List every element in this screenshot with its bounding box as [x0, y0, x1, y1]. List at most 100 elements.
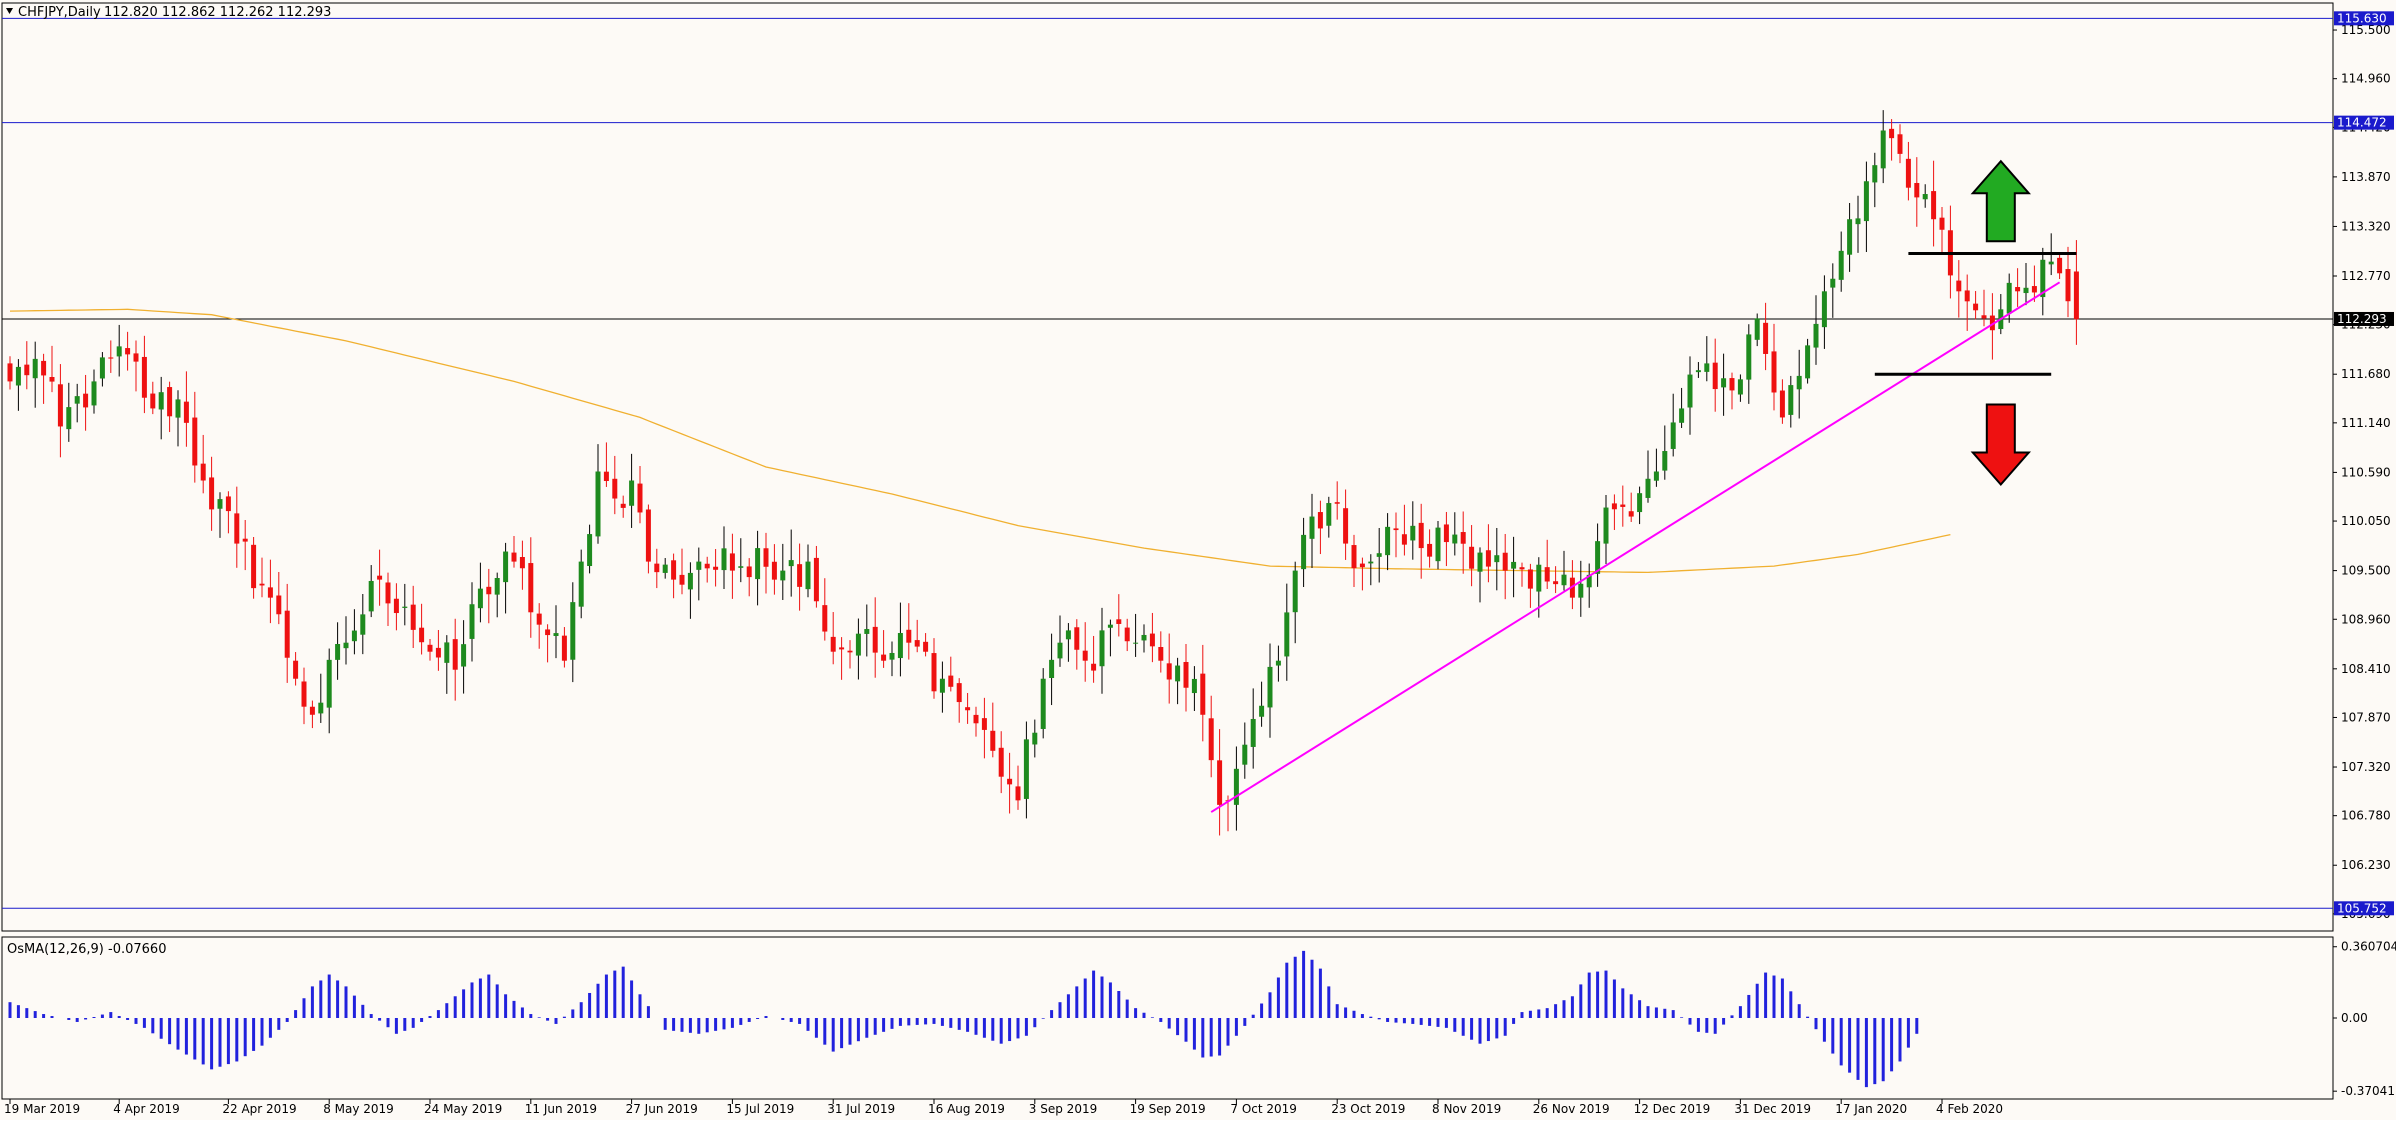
candle[interactable] [469, 582, 475, 662]
candle[interactable] [511, 536, 517, 568]
candle[interactable] [1880, 110, 1886, 184]
candle[interactable] [561, 627, 567, 668]
candle[interactable] [1376, 527, 1382, 583]
candle[interactable] [1284, 583, 1290, 681]
candle[interactable] [326, 648, 332, 734]
candle[interactable] [1746, 324, 1752, 404]
candle[interactable] [1771, 323, 1777, 411]
candle[interactable] [1443, 511, 1449, 567]
candle[interactable] [1687, 356, 1693, 435]
candle[interactable] [1897, 124, 1903, 164]
candle[interactable] [91, 369, 97, 414]
candle[interactable] [1418, 503, 1424, 579]
candle[interactable] [1922, 184, 1928, 208]
candle[interactable] [990, 702, 996, 758]
candle[interactable] [1242, 722, 1248, 779]
candle[interactable] [1309, 493, 1315, 568]
candle[interactable] [587, 524, 593, 574]
candle[interactable] [1603, 495, 1609, 565]
candle[interactable] [671, 553, 677, 599]
candle[interactable] [1805, 338, 1811, 384]
candle[interactable] [1334, 481, 1340, 520]
candle[interactable] [729, 533, 735, 599]
candle[interactable] [200, 434, 206, 494]
candle[interactable] [133, 340, 139, 392]
candle[interactable] [897, 602, 903, 677]
candle[interactable] [393, 583, 399, 631]
candle[interactable] [49, 345, 55, 393]
candle[interactable] [351, 609, 357, 655]
candle[interactable] [1427, 529, 1433, 568]
candle[interactable] [259, 557, 265, 598]
candle[interactable] [603, 442, 609, 487]
candle[interactable] [704, 556, 710, 583]
candle[interactable] [1645, 450, 1651, 503]
candle[interactable] [192, 391, 198, 483]
candle[interactable] [1401, 504, 1407, 556]
candle[interactable] [1023, 721, 1029, 819]
candle[interactable] [595, 444, 601, 544]
candle[interactable] [1410, 501, 1416, 560]
candle[interactable] [32, 341, 38, 408]
support-trendline[interactable] [1210, 281, 2061, 813]
candle[interactable] [2057, 252, 2063, 279]
candle[interactable] [889, 641, 895, 677]
candle[interactable] [553, 605, 559, 659]
candle[interactable] [167, 381, 173, 433]
candle[interactable] [225, 491, 231, 534]
candle[interactable] [956, 678, 962, 723]
candle[interactable] [872, 597, 878, 678]
candle[interactable] [276, 571, 282, 625]
candle[interactable] [1191, 666, 1197, 712]
candle[interactable] [444, 635, 450, 694]
candle[interactable] [1267, 643, 1273, 738]
candle[interactable] [1175, 657, 1181, 705]
candle[interactable] [435, 630, 441, 671]
candle[interactable] [1914, 157, 1920, 227]
candle[interactable] [1544, 539, 1550, 589]
candle[interactable] [1485, 524, 1491, 583]
candle[interactable] [696, 547, 702, 601]
candle[interactable] [1973, 291, 1979, 320]
candle[interactable] [1343, 489, 1349, 560]
candle[interactable] [1259, 681, 1265, 727]
candle[interactable] [217, 492, 223, 538]
candle[interactable] [939, 661, 945, 713]
candle[interactable] [1007, 752, 1013, 814]
candle[interactable] [1847, 202, 1853, 272]
candle[interactable] [881, 630, 887, 668]
candle[interactable] [1057, 615, 1063, 667]
candle[interactable] [1074, 619, 1080, 670]
candle[interactable] [477, 562, 483, 623]
candle[interactable] [839, 637, 845, 680]
candle[interactable] [125, 331, 131, 371]
candle[interactable] [1679, 387, 1685, 429]
candle[interactable] [1519, 562, 1525, 587]
candle[interactable] [41, 353, 47, 404]
candle[interactable] [335, 622, 341, 680]
candle[interactable] [1275, 645, 1281, 682]
candle[interactable] [1779, 379, 1785, 424]
candle[interactable] [1217, 729, 1223, 836]
candle[interactable] [1208, 695, 1214, 778]
candle[interactable] [1931, 160, 1937, 247]
candle[interactable] [2040, 247, 2046, 316]
candle[interactable] [1838, 231, 1844, 292]
candle[interactable] [797, 543, 803, 611]
candle[interactable] [1133, 613, 1139, 657]
candle[interactable] [981, 697, 987, 759]
candle[interactable] [83, 374, 89, 431]
candle[interactable] [1578, 560, 1584, 617]
candle[interactable] [654, 548, 660, 589]
candle[interactable] [998, 731, 1004, 794]
candle[interactable] [2073, 240, 2079, 345]
candle[interactable] [1149, 612, 1155, 663]
candle[interactable] [108, 340, 114, 373]
candle[interactable] [1091, 635, 1097, 683]
candle[interactable] [402, 583, 408, 626]
candle[interactable] [242, 519, 248, 571]
candle[interactable] [1637, 486, 1643, 525]
candle[interactable] [410, 585, 416, 648]
candle[interactable] [1183, 643, 1189, 712]
candle[interactable] [1662, 425, 1668, 480]
